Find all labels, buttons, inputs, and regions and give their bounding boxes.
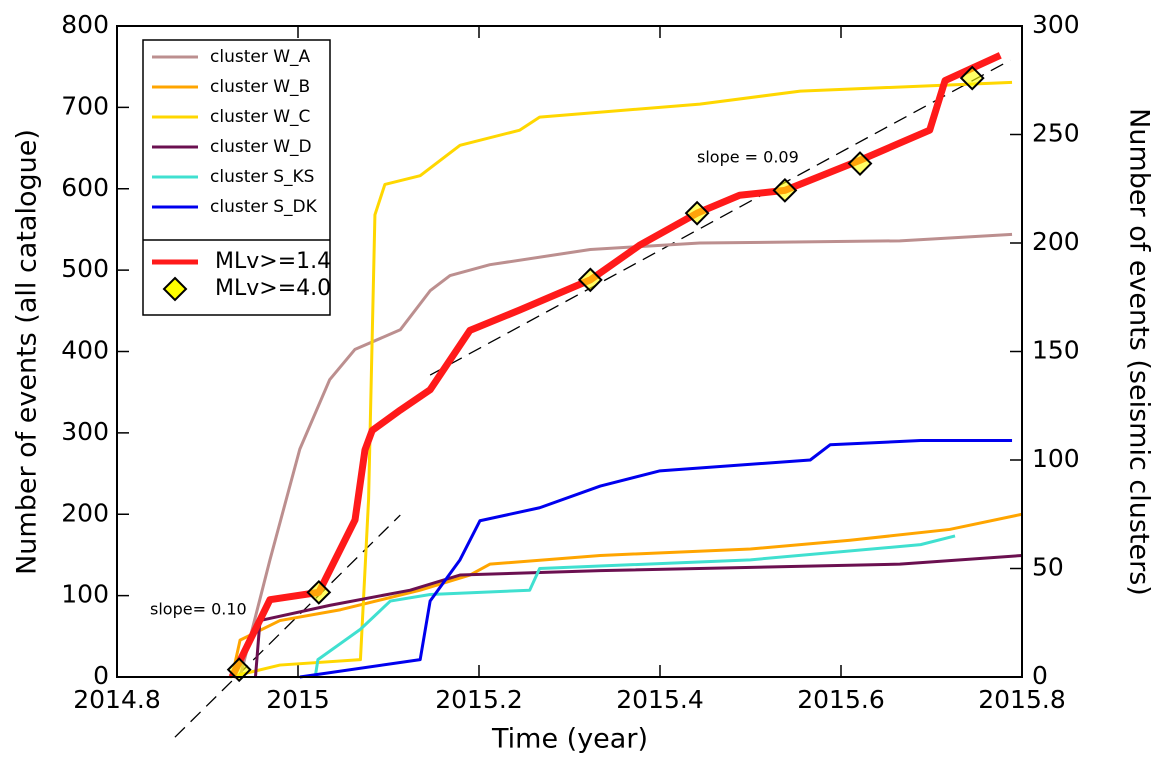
y2-tick-label: 0	[1032, 661, 1048, 690]
y-tick-label: 100	[61, 580, 109, 609]
y-tick-label: 500	[61, 254, 109, 283]
x-axis-title: Time (year)	[491, 724, 648, 755]
series-line	[253, 553, 1023, 678]
legend-label: cluster S_DK	[210, 197, 318, 217]
y2-tick-label: 150	[1032, 336, 1080, 365]
series-line	[238, 232, 1013, 678]
y2-tick-label: 100	[1032, 444, 1080, 473]
y-tick-label: 300	[61, 417, 109, 446]
y2-tick-label: 300	[1032, 10, 1080, 39]
fit-label: slope = 0.09	[697, 148, 799, 167]
legend-label: cluster S_KS	[210, 167, 314, 187]
series-line	[299, 438, 1013, 679]
legend-label: cluster W_B	[210, 77, 310, 97]
diamond-marker	[959, 65, 985, 91]
diamond-marker	[847, 151, 873, 176]
legend-swatch	[162, 276, 188, 302]
series-line	[230, 512, 1023, 678]
y2-axis-title: Number of events (seismic clusters)	[1124, 108, 1155, 596]
fit-line	[174, 514, 401, 738]
x-tick-label: 2015.6	[797, 685, 884, 714]
y-axis-title: Number of events (all catalogue)	[12, 129, 43, 575]
diamond-marker	[772, 177, 798, 203]
legend-label: MLv>=4.0	[215, 276, 331, 301]
y2-tick-label: 200	[1032, 227, 1080, 256]
y-tick-label: 700	[61, 91, 109, 120]
diamond-marker	[577, 267, 603, 293]
x-tick-label: 2015.8	[978, 685, 1065, 714]
y-tick-label: 600	[61, 173, 109, 202]
fit-line	[429, 59, 1011, 376]
fit-label: slope= 0.10	[150, 600, 247, 619]
series-line	[229, 80, 1013, 679]
legend-label: MLv>=1.4	[215, 249, 331, 274]
y2-tick-label: 50	[1032, 553, 1064, 582]
y2-tick-label: 250	[1032, 119, 1080, 148]
legend-label: cluster W_D	[210, 137, 312, 157]
y-tick-label: 200	[61, 498, 109, 527]
legend-label: cluster W_C	[210, 107, 310, 127]
series-line	[313, 534, 956, 678]
y-tick-label: 800	[61, 10, 109, 39]
x-tick-label: 2015.4	[616, 685, 703, 714]
y-tick-label: 400	[61, 336, 109, 365]
plot-frame	[116, 25, 1023, 678]
diamond-marker	[684, 200, 710, 226]
legend-label: cluster W_A	[210, 47, 311, 67]
x-tick-label: 2014.8	[73, 685, 160, 714]
diamond-marker	[226, 657, 252, 683]
x-tick-label: 2015	[266, 685, 330, 714]
series-line	[228, 52, 1002, 679]
x-tick-label: 2015.2	[435, 685, 522, 714]
diamond-marker	[306, 579, 332, 605]
y-tick-label: 0	[93, 661, 109, 690]
